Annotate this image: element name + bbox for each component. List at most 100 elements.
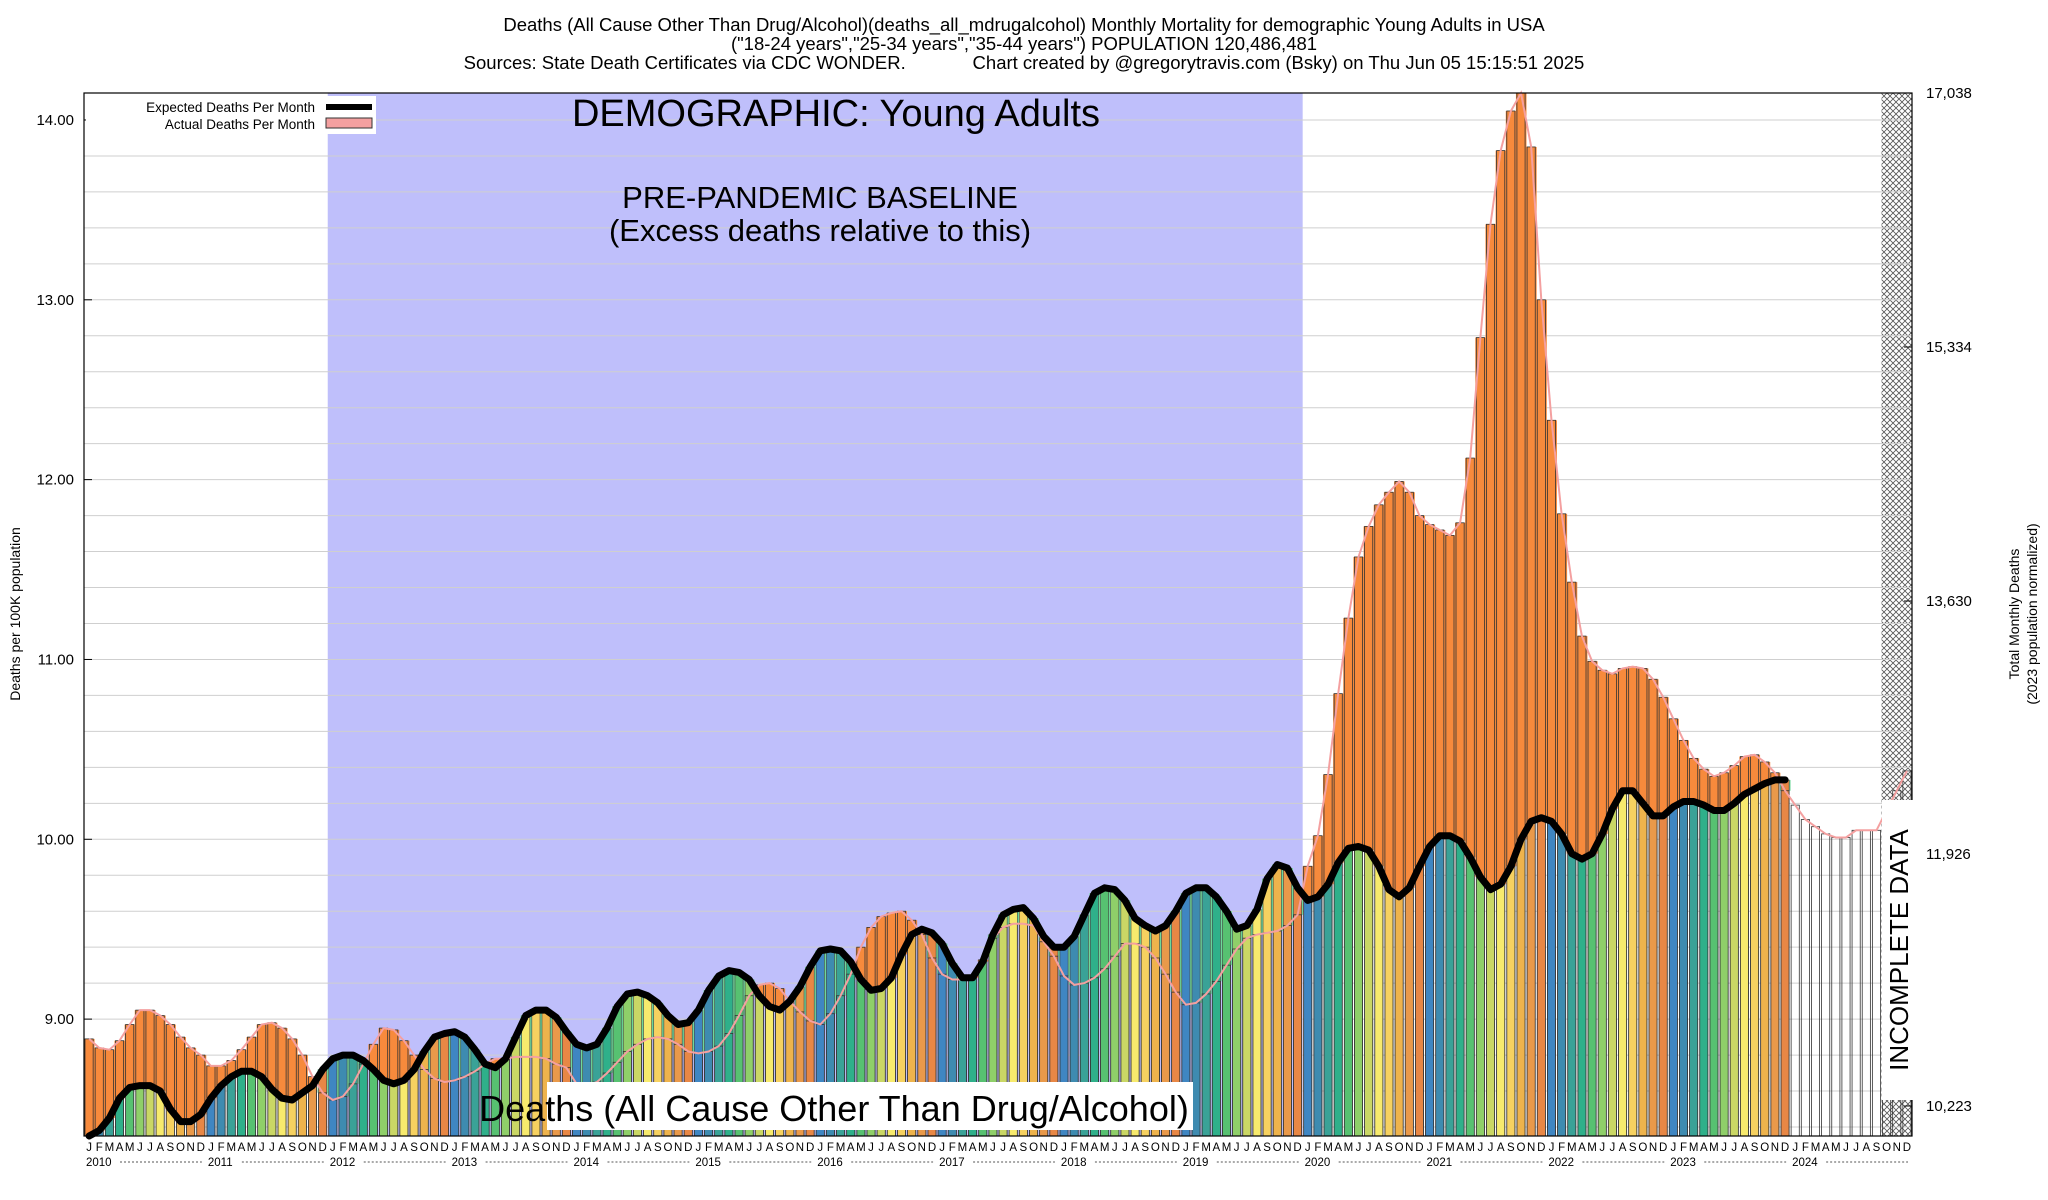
month-tick-label: O	[1151, 1142, 1160, 1154]
month-tick-label: O	[176, 1142, 185, 1154]
month-tick-label: M	[247, 1142, 257, 1154]
excess-fill	[1475, 337, 1486, 878]
month-tick-label: J	[635, 1142, 641, 1154]
month-tick-label: A	[400, 1142, 408, 1154]
month-tick-label: D	[1415, 1142, 1423, 1154]
bar	[399, 1079, 409, 1137]
month-tick-label: J	[391, 1142, 397, 1154]
expected-deaths-line	[85, 776, 1789, 1140]
month-tick-label: S	[776, 1142, 784, 1154]
incomplete-data-label: INCOMPLETE DATA	[1884, 828, 1914, 1070]
month-tick-label: J	[1427, 1142, 1433, 1154]
bar	[1211, 896, 1221, 1137]
month-tick-label: N	[308, 1142, 316, 1154]
excess-fill	[1414, 515, 1425, 867]
month-tick-label: D	[440, 1142, 448, 1154]
month-tick-label: A	[1131, 1142, 1139, 1154]
excess-fill	[1434, 529, 1446, 836]
month-tick-label: O	[298, 1142, 307, 1154]
excess-fill	[205, 1065, 217, 1099]
y-tick-label: 11.00	[38, 651, 74, 668]
month-tick-label: A	[766, 1142, 774, 1154]
bar	[1557, 833, 1567, 1137]
excess-fill	[104, 1049, 115, 1119]
bar	[450, 1031, 460, 1137]
excess-fill	[865, 927, 877, 991]
bar	[226, 1076, 236, 1137]
month-tick-label: F	[96, 1142, 103, 1154]
month-tick-label: D	[1659, 1142, 1667, 1154]
y2-tick-label: 11,926	[1926, 846, 1971, 863]
month-tick-label: A	[1091, 1142, 1099, 1154]
excess-fill	[1668, 718, 1679, 807]
month-tick-label: J	[574, 1142, 580, 1154]
month-tick-label: J	[513, 1142, 519, 1154]
month-tick-label: J	[1061, 1142, 1067, 1154]
month-tick-label: N	[1771, 1142, 1779, 1154]
month-tick-label: O	[1273, 1142, 1282, 1154]
month-tick-label: M	[978, 1142, 988, 1154]
excess-fill	[1312, 835, 1324, 897]
bar	[1354, 846, 1363, 1137]
bar	[1303, 900, 1313, 1137]
month-tick-label: D	[1172, 1142, 1180, 1154]
excess-fill	[1465, 458, 1476, 858]
month-tick-label: A	[888, 1142, 896, 1154]
bar	[1618, 790, 1627, 1137]
excess-fill	[1647, 679, 1659, 816]
month-tick-label: N	[1161, 1142, 1169, 1154]
month-tick-label: M	[1445, 1142, 1455, 1154]
bar	[145, 1085, 155, 1137]
month-tick-label: O	[907, 1142, 916, 1154]
month-tick-label: J	[1356, 1142, 1362, 1154]
month-tick-label: J	[1721, 1142, 1727, 1154]
bar	[1191, 887, 1201, 1137]
month-tick-label: M	[125, 1142, 135, 1154]
excess-fill	[1587, 661, 1598, 854]
bar	[1272, 864, 1282, 1137]
month-tick-label: M	[1222, 1142, 1232, 1154]
excess-fill	[1383, 492, 1395, 890]
year-tick-label: 2011	[208, 1157, 233, 1169]
month-tick-label: F	[583, 1142, 590, 1154]
incomplete-label-box	[1882, 800, 1914, 1100]
month-tick-label: F	[705, 1142, 712, 1154]
bar	[1709, 810, 1719, 1137]
month-tick-label: S	[1020, 1142, 1028, 1154]
month-tick-label: A	[603, 1142, 611, 1154]
month-tick-label: F	[1680, 1142, 1687, 1154]
bar	[1425, 846, 1434, 1137]
excess-fill	[1485, 224, 1497, 890]
month-tick-label: J	[868, 1142, 874, 1154]
month-tick-label: A	[278, 1142, 286, 1154]
year-tick-label: 2022	[1548, 1157, 1574, 1169]
excess-fill	[1515, 93, 1527, 840]
month-tick-label: M	[856, 1142, 866, 1154]
month-tick-label: J	[86, 1142, 92, 1154]
month-tick-label: J	[624, 1142, 630, 1154]
month-tick-label: J	[1670, 1142, 1676, 1154]
month-tick-label: O	[785, 1142, 794, 1154]
excess-fill	[1333, 693, 1344, 863]
year-tick-label: 2012	[330, 1157, 356, 1169]
month-tick-label: D	[1050, 1142, 1058, 1154]
month-tick-label: J	[756, 1142, 762, 1154]
excess-fill	[1759, 761, 1771, 784]
month-tick-label: J	[1853, 1142, 1859, 1154]
bar	[1506, 865, 1516, 1137]
month-tick-label: J	[939, 1142, 945, 1154]
excess-fill	[1698, 769, 1710, 806]
month-tick-label: A	[1334, 1142, 1342, 1154]
bar	[379, 1079, 388, 1137]
month-tick-label: A	[969, 1142, 977, 1154]
month-tick-label: A	[238, 1142, 246, 1154]
month-tick-label: M	[1811, 1142, 1821, 1154]
bar	[1394, 896, 1404, 1137]
month-tick-label: D	[1903, 1142, 1911, 1154]
excess-fill	[1455, 522, 1466, 842]
bar	[1567, 853, 1577, 1137]
bar	[460, 1036, 470, 1137]
excess-fill	[368, 1044, 379, 1070]
excess-fill	[774, 988, 786, 1011]
month-tick-label: A	[1578, 1142, 1586, 1154]
